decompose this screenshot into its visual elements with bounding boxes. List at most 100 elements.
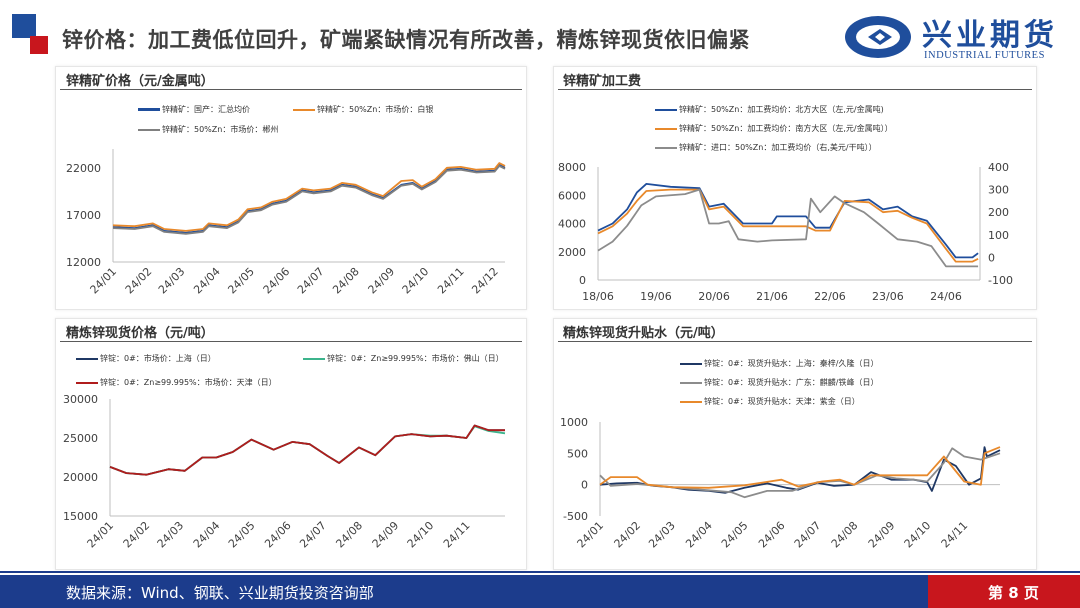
legend-item: 锌锭：0#：Zn≥99.995%：市场价：佛山（日） (303, 353, 504, 364)
chart-title: 精炼锌现货升贴水（元/吨） (563, 326, 724, 341)
y-tick-label: 17000 (66, 209, 101, 222)
header-square-red (30, 36, 48, 54)
x-tick-label: 24/07 (297, 519, 329, 551)
x-tick-label: 24/02 (123, 265, 155, 297)
series-line (112, 165, 506, 235)
data-source: 数据来源：Wind、钢联、兴业期货投资咨询部 (66, 584, 374, 602)
header-square-blue (12, 14, 36, 38)
series-line (597, 188, 979, 268)
legend-label: 锌锭：0#：市场价：上海（日） (100, 354, 216, 363)
y-tick-label: 0 (579, 274, 586, 287)
divider (558, 89, 1032, 90)
legend-label: 锌精矿：50%Zn：市场价：郴州 (162, 125, 279, 134)
x-tick-label: 24/10 (902, 519, 934, 551)
chart-title: 精炼锌现货价格（元/吨） (66, 326, 214, 341)
y-tick-label: 2000 (558, 246, 586, 259)
legend-label: 锌精矿：50%Zn：加工费均价：北方大区（左,元/金属吨) (679, 105, 884, 114)
chart-title: 锌精矿加工费 (563, 74, 642, 89)
legend-label: 锌精矿：50%Zn：市场价：白银 (317, 105, 434, 114)
legend-label: 锌锭：0#：现货升贴水：天津：紫金（日） (704, 397, 860, 406)
legend-swatch (293, 108, 315, 111)
company-logo: 兴业期货 INDUSTRIAL FUTURES (842, 12, 1072, 64)
x-tick-label: 24/03 (155, 519, 187, 551)
legend-item: 锌锭：0#：市场价：上海（日） (76, 353, 216, 364)
legend-swatch (655, 108, 677, 111)
x-tick-label: 21/06 (756, 290, 788, 303)
x-tick-label: 24/02 (121, 519, 153, 551)
y-right-tick-label: 100 (988, 229, 1009, 242)
x-tick-label: 24/10 (405, 519, 437, 551)
y-right-tick-label: 300 (988, 184, 1009, 197)
x-tick-label: 24/11 (441, 519, 473, 551)
x-tick-label: 24/09 (366, 265, 398, 297)
series-line (109, 424, 505, 476)
x-tick-label: 24/12 (469, 265, 501, 297)
series-line (109, 425, 506, 476)
x-tick-label: 24/09 (866, 519, 898, 551)
x-tick-label: 24/02 (612, 519, 644, 551)
series-line (112, 162, 506, 232)
footer-bar (0, 575, 1080, 608)
x-tick-label: 24/11 (435, 265, 467, 297)
x-tick-label: 24/03 (646, 519, 678, 551)
y-right-tick-label: 200 (988, 206, 1009, 219)
legend-label: 锌精矿：50%Zn：加工费均价：南方大区（左,元/金属吨）） (679, 124, 893, 133)
y-tick-label: 30000 (63, 393, 98, 406)
x-tick-label: 23/06 (872, 290, 904, 303)
page-title: 锌价格：加工费低位回升，矿端紧缺情况有所改善，精炼锌现货依旧偏紧 (62, 28, 750, 52)
x-tick-label: 19/06 (640, 290, 672, 303)
logo-text-zh: 兴业期货 (922, 18, 1058, 53)
y-right-tick-label: 0 (988, 251, 995, 264)
legend-item: 锌精矿：50%Zn：市场价：白银 (293, 104, 433, 115)
series-line (599, 446, 1001, 489)
y-right-tick-label: 400 (988, 161, 1009, 174)
y-tick-label: 6000 (558, 189, 586, 202)
chart-title: 锌精矿价格（元/金属吨） (66, 74, 214, 89)
series-line (597, 183, 979, 259)
legend-item: 锌锭：0#：Zn≥99.995%：市场价：天津（日） (76, 377, 277, 388)
x-tick-label: 24/08 (333, 519, 365, 551)
footer-line (0, 571, 1080, 573)
x-tick-label: 18/06 (582, 290, 614, 303)
panel-refined-price (55, 318, 527, 570)
x-tick-label: 24/10 (400, 265, 432, 297)
divider (60, 89, 522, 90)
series-line (109, 424, 505, 476)
series-line (112, 164, 506, 234)
legend-item: 锌精矿：50%Zn：市场价：郴州 (138, 124, 278, 135)
y-tick-label: 22000 (66, 162, 101, 175)
logo-text-en: INDUSTRIAL FUTURES (924, 50, 1045, 61)
legend-label: 锌精矿：国产：汇总均价 (162, 105, 250, 114)
legend-label: 锌锭：0#：现货升贴水：广东：麒麟/铁峰（日） (704, 378, 879, 387)
legend-label: 锌锭：0#：Zn≥99.995%：市场价：佛山（日） (327, 354, 504, 363)
legend-swatch (76, 381, 98, 384)
legend-item: 锌锭：0#：现货升贴水：广东：麒麟/铁峰（日） (680, 377, 879, 388)
x-tick-label: 24/04 (191, 265, 223, 297)
x-tick-label: 24/06 (930, 290, 962, 303)
legend-item: 锌精矿：国产：汇总均价 (138, 104, 250, 115)
x-tick-label: 24/01 (85, 519, 117, 551)
y-tick-label: 500 (567, 447, 588, 460)
panel-spot-premium (553, 318, 1037, 570)
series-line (597, 188, 979, 263)
x-tick-label: 24/06 (756, 519, 788, 551)
x-tick-label: 24/05 (225, 265, 257, 297)
x-tick-label: 24/06 (261, 265, 293, 297)
legend-item: 锌精矿：50%Zn：加工费均价：南方大区（左,元/金属吨）） (655, 123, 893, 134)
y-tick-label: 15000 (63, 510, 98, 523)
y-tick-label: 0 (581, 479, 588, 492)
x-tick-label: 24/01 (88, 265, 120, 297)
panel-treatment-charge (553, 66, 1037, 310)
legend-swatch (680, 400, 702, 403)
x-tick-label: 24/05 (226, 519, 258, 551)
x-tick-label: 24/08 (330, 265, 362, 297)
x-tick-label: 20/06 (698, 290, 730, 303)
legend-item: 锌锭：0#：现货升贴水：天津：紫金（日） (680, 396, 860, 407)
y-tick-label: 20000 (63, 471, 98, 484)
legend-item: 锌锭：0#：现货升贴水：上海：秦梓/久隆（日） (680, 358, 879, 369)
x-tick-label: 24/01 (575, 519, 607, 551)
panel-concentrate-price (55, 66, 527, 310)
x-tick-label: 24/04 (191, 519, 223, 551)
legend-swatch (76, 357, 98, 360)
